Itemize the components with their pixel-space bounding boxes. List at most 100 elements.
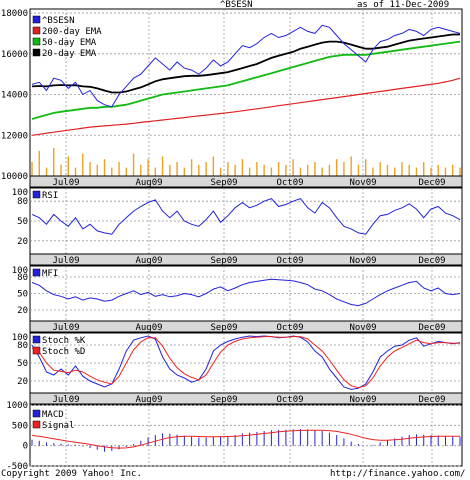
- rsi-month-label-0: Jul09: [52, 256, 79, 266]
- stoch-y-tick-label-0: 20: [17, 377, 28, 387]
- volume-bar: [306, 164, 309, 176]
- stoch-month-label-1: Aug09: [135, 395, 162, 405]
- volume-bar: [270, 167, 273, 176]
- volume-bar: [386, 164, 389, 176]
- volume-bar: [256, 162, 258, 176]
- stoch-month-label-3: Oct09: [276, 395, 303, 405]
- volume-bar: [263, 164, 265, 176]
- volume-bar: [161, 156, 164, 176]
- volume-bar: [96, 164, 98, 176]
- volume-bar: [343, 162, 345, 176]
- volume-bar: [183, 167, 186, 176]
- macd-y-tick-label-0: -500: [6, 462, 28, 472]
- volume-bar: [190, 159, 193, 176]
- volume-bar: [350, 156, 352, 176]
- price-y-tick-label-4: 18000: [1, 9, 28, 19]
- rsi-month-label-5: Dec09: [418, 256, 445, 266]
- volume-bar: [299, 167, 302, 176]
- rsi-legend-label-0: RSI: [42, 191, 58, 201]
- price-legend-label-3: 20-day EMA: [42, 49, 97, 59]
- mfi-y-tick-label-0: 20: [17, 306, 28, 316]
- volume-bar: [335, 159, 338, 176]
- stoch-legend-swatch-1: [32, 346, 41, 355]
- volume-bar: [423, 162, 425, 176]
- volume-bar: [452, 164, 454, 176]
- mfi-month-label-2: Sep09: [210, 323, 237, 333]
- volume-bar: [248, 167, 251, 176]
- mfi-legend-swatch-0: [32, 268, 41, 277]
- volume-bar: [328, 164, 331, 176]
- volume-bar: [285, 164, 287, 176]
- stoch-month-strip: [29, 392, 463, 405]
- macd-legend-label-0: MACD: [42, 410, 64, 420]
- volume-bar: [277, 162, 280, 176]
- stoch-line-0: [31, 335, 461, 390]
- rsi-month-label-2: Sep09: [210, 256, 237, 266]
- volume-bar: [401, 162, 403, 176]
- volume-bar: [169, 164, 171, 176]
- mfi-y-tick-label-2: 80: [17, 273, 28, 283]
- mfi-month-label-5: Dec09: [418, 323, 445, 333]
- mfi-line-0: [31, 278, 461, 307]
- rsi-y-tick-label-top: 100: [12, 188, 28, 198]
- macd-y-tick-label-2: 500: [12, 421, 28, 431]
- macd-legend-swatch-1: [32, 420, 41, 429]
- stoch-line-1: [31, 336, 460, 389]
- copyright-text: Copyright 2009 Yahoo! Inc.: [1, 469, 142, 479]
- volume-bar: [132, 153, 135, 176]
- rsi-y-tick-label-2: 80: [17, 197, 28, 207]
- price-month-strip: [29, 175, 463, 188]
- source-url: http://finance.yahoo.com/: [330, 469, 466, 479]
- stoch-month-label-5: Dec09: [418, 395, 445, 405]
- chart-title: ^BSESN: [220, 0, 253, 10]
- price-month-label-2: Sep09: [210, 178, 237, 188]
- price-y-tick-label-0: 10000: [1, 172, 28, 182]
- volume-bar: [176, 162, 178, 176]
- volume-bar: [357, 164, 360, 176]
- volume-bar: [234, 164, 236, 176]
- price-month-label-3: Oct09: [276, 178, 303, 188]
- 20-day-ema-line: [31, 33, 460, 94]
- stoch-month-label-4: Nov09: [349, 395, 376, 405]
- 50-day-ema-line: [31, 40, 461, 120]
- price-legend-swatch-1: [32, 26, 41, 35]
- stoch-y-tick-label-2: 80: [17, 341, 28, 351]
- volume-bar: [140, 164, 142, 176]
- rsi-y-tick-label-0: 20: [17, 237, 28, 247]
- volume-bar: [118, 162, 120, 176]
- mfi-month-label-0: Jul09: [52, 323, 79, 333]
- volume-bar: [147, 159, 149, 176]
- rsi-month-strip: [29, 253, 463, 266]
- volume-bar: [314, 162, 316, 176]
- price-month-label-5: Dec09: [418, 178, 445, 188]
- volume-bar: [82, 153, 84, 176]
- rsi-line-0: [31, 198, 461, 235]
- stoch-legend-label-1: Stoch %D: [42, 347, 85, 357]
- mfi-month-label-4: Nov09: [349, 323, 376, 333]
- mfi-y-tick-label-top: 100: [12, 266, 28, 276]
- volume-bar: [437, 164, 439, 176]
- price-y-tick-label-3: 16000: [1, 50, 28, 60]
- volume-bar: [53, 148, 55, 176]
- volume-bar: [292, 159, 294, 176]
- stoch-y-tick-label-top: 100: [12, 333, 28, 343]
- price-month-label-4: Nov09: [349, 178, 376, 188]
- macd-legend-swatch-0: [32, 409, 41, 418]
- stoch-legend-label-0: Stoch %K: [42, 336, 86, 346]
- price-y-tick-label-1: 12000: [1, 131, 28, 141]
- price-panel-frame: [29, 8, 463, 177]
- volume-bar: [241, 159, 244, 176]
- signal-line: [31, 429, 461, 449]
- stoch-month-label-2: Sep09: [210, 395, 237, 405]
- volume-bar: [372, 167, 374, 176]
- stoch-legend-swatch-0: [32, 335, 41, 344]
- mfi-y-tick-label-1: 50: [17, 290, 28, 300]
- volume-bar: [364, 159, 367, 176]
- volume-bar: [394, 167, 396, 176]
- mfi-month-label-3: Oct09: [276, 323, 303, 333]
- as-of-date: as of 11-Dec-2009: [357, 0, 450, 10]
- price-line: [31, 24, 461, 108]
- mfi-legend-label-0: MFI: [42, 269, 58, 279]
